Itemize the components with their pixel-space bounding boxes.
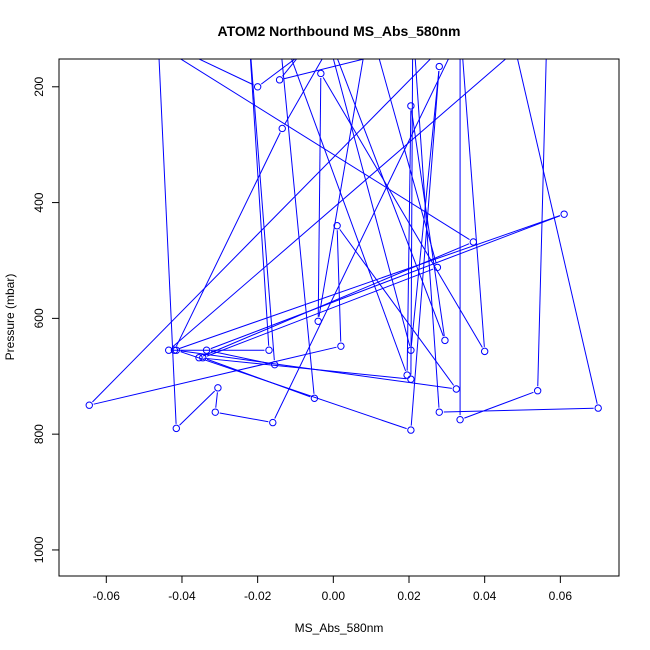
- series-line-segment: [410, 59, 414, 375]
- series-line-segment: [283, 59, 367, 80]
- series-line-segment: [443, 407, 594, 413]
- data-point: [269, 418, 277, 427]
- series-line-segment: [318, 59, 364, 317]
- x-tick-label: 0.00: [322, 589, 346, 603]
- data-point: [337, 342, 345, 350]
- data-point: [253, 83, 262, 91]
- data-point: [172, 346, 180, 354]
- series-line-segment: [378, 59, 437, 264]
- series-line-segment: [537, 59, 547, 387]
- data-series: [85, 59, 602, 434]
- series-line-segment: [178, 215, 561, 350]
- data-point: [469, 238, 478, 246]
- series-line-segment: [517, 59, 598, 404]
- series-line-segment: [284, 59, 323, 125]
- series-line-segment: [250, 59, 275, 361]
- x-tick-label: -0.02: [244, 589, 272, 603]
- series-line-segment: [171, 59, 507, 348]
- axes: -0.06 -0.04 -0.02 0.00 0.02 0.04 0.06 200 400 600…: [32, 76, 572, 603]
- series-line-segment: [93, 346, 337, 405]
- data-point: [407, 426, 415, 434]
- data-point: [278, 124, 286, 133]
- series-line-segment: [462, 59, 485, 347]
- series-line-segment: [332, 59, 411, 346]
- data-point: [211, 408, 219, 416]
- series-line-segment: [92, 59, 432, 403]
- data-point: [202, 346, 211, 354]
- data-point: [407, 346, 415, 354]
- chart-title: ATOM2 Northbound MS_Abs_580nm: [218, 23, 461, 39]
- data-point: [407, 375, 415, 383]
- series-line-segment: [179, 390, 216, 426]
- series-line-segment: [336, 230, 342, 342]
- data-point: [594, 404, 602, 412]
- series-line-segment: [291, 59, 407, 372]
- series-line-segment: [197, 59, 254, 86]
- data-point: [435, 62, 443, 71]
- x-tick-label: 0.06: [549, 589, 573, 603]
- data-point: [265, 346, 273, 354]
- series-line-segment: [175, 132, 281, 347]
- data-point: [275, 76, 284, 84]
- series-line-segment: [260, 59, 296, 85]
- data-point: [195, 354, 203, 362]
- x-tick-label: 0.02: [397, 589, 421, 603]
- y-axis-label: Pressure (mbar): [3, 274, 17, 361]
- data-point: [310, 394, 319, 402]
- data-point: [165, 346, 173, 354]
- series-line-segment: [158, 59, 177, 424]
- series-line-segment: [317, 77, 322, 317]
- series-line-segment: [410, 70, 440, 426]
- x-tick-label: 0.04: [473, 589, 497, 603]
- series-line-segment: [180, 351, 407, 430]
- data-point: [199, 354, 207, 362]
- data-point: [333, 222, 341, 230]
- series-line-segment: [210, 350, 271, 365]
- series-line-segment: [406, 110, 412, 371]
- x-tick-label: -0.06: [93, 589, 121, 603]
- y-tick-label: 800: [32, 424, 46, 444]
- series-line-segment: [249, 59, 270, 346]
- data-point: [317, 69, 325, 78]
- data-point: [270, 360, 279, 369]
- data-point: [403, 371, 411, 379]
- data-point: [452, 385, 460, 393]
- data-point: [533, 387, 542, 395]
- data-point: [85, 401, 93, 409]
- series-line-segment: [339, 229, 455, 386]
- data-point: [407, 102, 415, 110]
- data-point: [456, 415, 464, 424]
- data-point: [214, 384, 222, 392]
- data-point: [560, 210, 568, 218]
- y-tick-label: 600: [32, 308, 46, 328]
- series-line-segment: [322, 77, 483, 348]
- data-point: [433, 263, 442, 272]
- series-line-segment: [414, 59, 440, 408]
- y-tick-label: 200: [32, 76, 46, 96]
- series-line-segment: [215, 392, 218, 408]
- data-point: [170, 346, 179, 354]
- series-line-segment: [206, 358, 311, 398]
- y-tick-label: 1000: [32, 536, 46, 563]
- series-line-segment: [274, 59, 449, 419]
- series-line-segment: [282, 59, 298, 77]
- data-point: [314, 317, 322, 325]
- x-tick-label: -0.04: [168, 589, 196, 603]
- series-line-segment: [210, 215, 561, 350]
- data-point: [480, 347, 489, 356]
- data-point: [435, 408, 443, 416]
- series-line-segment: [202, 243, 470, 357]
- series-line-segment: [464, 391, 534, 419]
- data-point: [172, 424, 180, 433]
- y-tick-label: 400: [32, 192, 46, 212]
- series-line-segment: [411, 110, 445, 336]
- data-point: [441, 336, 449, 345]
- series-line-segment: [203, 357, 407, 380]
- x-axis-label: MS_Abs_580nm: [295, 621, 384, 635]
- plot-frame: [58, 58, 620, 577]
- series-line-segment: [219, 412, 269, 423]
- series-line-segment: [281, 59, 315, 394]
